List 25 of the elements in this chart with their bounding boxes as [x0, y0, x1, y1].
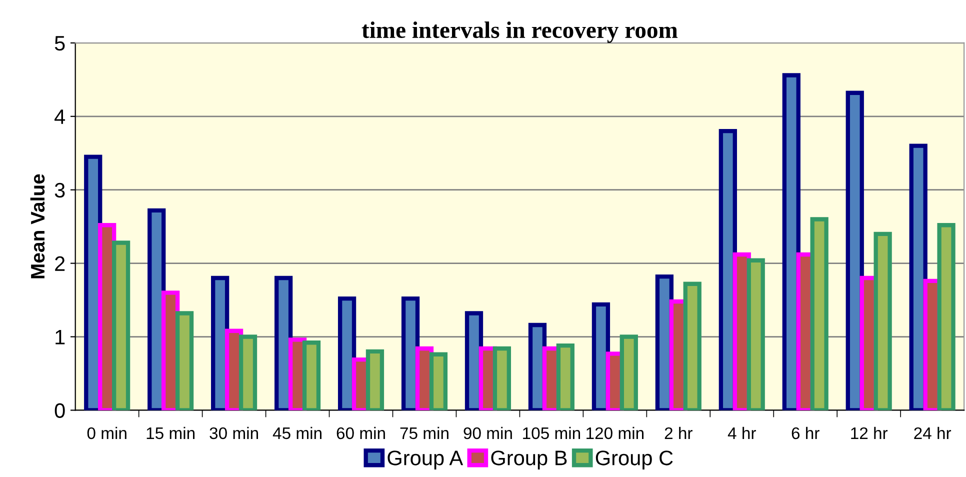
legend-label: Group A: [388, 450, 464, 470]
y-tick-label: 4: [54, 110, 66, 124]
x-tick-label: 2 hr: [664, 426, 692, 439]
x-tick-label: 60 min: [336, 426, 385, 440]
y-tick-label: 2: [55, 256, 65, 271]
x-tick-label: 24 hr: [914, 426, 952, 439]
x-tick-label: 4 hr: [728, 426, 756, 439]
chart-title: time intervals in recovery room: [362, 21, 678, 43]
x-tick-label: 45 min: [272, 426, 322, 440]
y-tick-label: 0: [54, 403, 65, 418]
y-tick-label: 1: [56, 330, 65, 344]
legend-label: Group C: [596, 450, 673, 470]
legend-label: Group B: [491, 450, 567, 470]
y-axis-title: Mean Value: [30, 174, 45, 278]
x-tick-label: 12 hr: [851, 426, 888, 439]
x-tick-label: 30 min: [210, 426, 258, 440]
x-tick-label: 90 min: [464, 426, 512, 440]
x-tick-label: 15 min: [146, 426, 194, 440]
x-tick-label: 105 min: [523, 426, 580, 440]
x-tick-label: 75 min: [400, 426, 448, 440]
y-tick-label: 5: [54, 36, 65, 51]
x-tick-label: 0 min: [87, 426, 126, 440]
x-tick-label: 6 hr: [792, 426, 820, 440]
x-tick-label: 120 min: [586, 426, 644, 440]
y-tick-label: 3: [54, 182, 65, 198]
